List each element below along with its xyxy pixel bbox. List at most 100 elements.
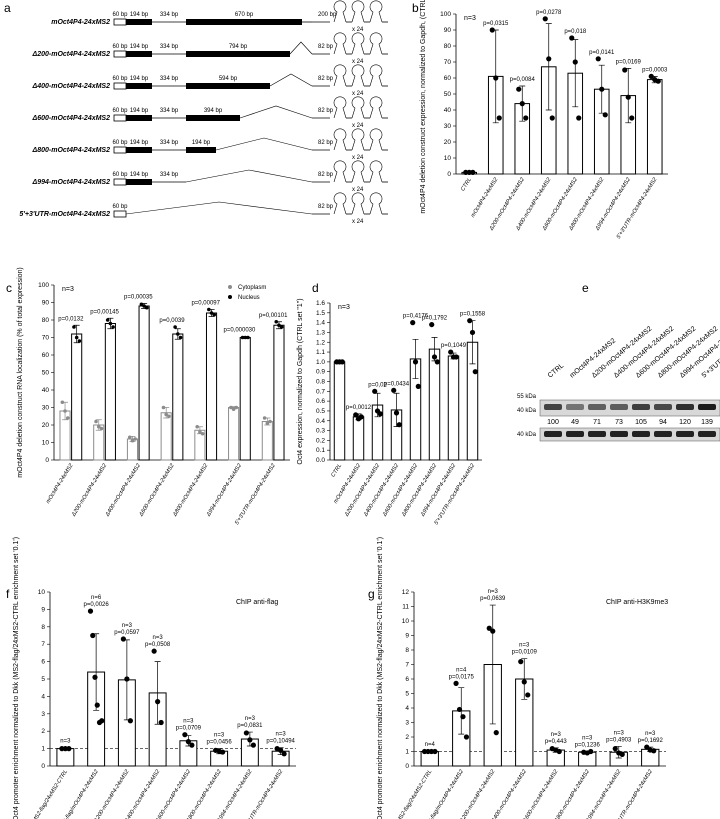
p-value: p=0,0831 bbox=[237, 723, 263, 729]
y-tick-label: 60 bbox=[444, 75, 452, 82]
data-point bbox=[629, 115, 635, 121]
legend-marker bbox=[228, 285, 232, 289]
data-point bbox=[60, 400, 65, 405]
x-tick-label: MS2-flag/24xMS2-CTRL bbox=[32, 769, 69, 819]
segment-label: 60 bp bbox=[112, 140, 128, 146]
segment-label: 82 bp bbox=[318, 44, 334, 50]
quant-label: 105 bbox=[635, 419, 647, 426]
splice-line bbox=[289, 41, 313, 55]
data-point bbox=[372, 388, 378, 394]
actin-band bbox=[610, 431, 628, 437]
segment-label: 82 bp bbox=[318, 172, 334, 178]
data-point bbox=[108, 321, 113, 326]
data-point bbox=[127, 718, 133, 724]
y-tick-label: 40 bbox=[444, 107, 452, 114]
construct-name: mOct4P4-24xMS2 bbox=[51, 19, 110, 26]
splice-line bbox=[185, 169, 313, 183]
exon-box bbox=[113, 210, 127, 218]
data-point bbox=[74, 335, 79, 340]
band bbox=[610, 404, 628, 410]
y-tick-label: 0 bbox=[447, 171, 451, 178]
segment-label: 194 bp bbox=[130, 76, 149, 82]
data-point bbox=[161, 405, 166, 410]
data-point bbox=[393, 410, 400, 416]
quant-label: 73 bbox=[615, 419, 623, 426]
y-tick-label: 0.3 bbox=[316, 428, 325, 435]
n-label: n=3 bbox=[488, 589, 499, 595]
segment-label: 194 bp bbox=[130, 44, 149, 50]
band bbox=[632, 404, 650, 410]
n-label: n=3 bbox=[645, 731, 656, 737]
data-point bbox=[358, 414, 364, 420]
bar bbox=[333, 361, 346, 461]
data-point bbox=[274, 319, 279, 324]
stem-loop bbox=[333, 192, 347, 215]
p-value: p=0,0508 bbox=[145, 642, 171, 648]
segment-label: 60 bp bbox=[112, 44, 128, 50]
y-tick-label: 4 bbox=[405, 705, 409, 712]
y-tick-label: 0.2 bbox=[316, 437, 325, 444]
data-point bbox=[209, 311, 214, 315]
repeat-label: x 24 bbox=[352, 123, 364, 129]
segment-label: 334 bp bbox=[160, 12, 179, 18]
segment-label: 60 bp bbox=[112, 204, 128, 210]
exon-block bbox=[186, 19, 302, 25]
band bbox=[698, 404, 716, 410]
segment-label: 594 bp bbox=[219, 76, 238, 82]
quant-label: 100 bbox=[547, 419, 559, 426]
exon-block bbox=[126, 19, 152, 25]
data-point bbox=[155, 699, 161, 705]
x-tick-label: MS2-flag/Δ400-mOct4P4-24xMS2 bbox=[478, 768, 528, 819]
band bbox=[544, 404, 562, 410]
x-tick-label: Δ200-mOct4P4-24xMS2 bbox=[71, 462, 109, 518]
data-point bbox=[431, 354, 438, 360]
stem-loop bbox=[333, 128, 347, 151]
data-point bbox=[240, 335, 245, 340]
data-point bbox=[415, 383, 421, 390]
exon-block bbox=[126, 83, 152, 89]
y-axis-label: Oct4 expression, normalized to Gapdh (CT… bbox=[297, 298, 304, 464]
band bbox=[566, 404, 584, 410]
segment-label: 334 bp bbox=[160, 172, 179, 178]
construct-name: Δ400-mOct4P4-24xMS2 bbox=[32, 83, 111, 90]
data-point bbox=[622, 67, 628, 73]
y-axis-label: mOct4P4 deletion construct RNA localizat… bbox=[17, 267, 24, 478]
lane-label: CTRL bbox=[547, 362, 566, 379]
data-point bbox=[94, 702, 100, 708]
x-tick-label: MS2-flag/Δ200-mOct4P4-24xMS2 bbox=[447, 768, 497, 819]
data-point bbox=[279, 325, 284, 329]
p-value: p=0,0039 bbox=[159, 318, 185, 324]
x-tick-label: MS2-flag/Δ600-mOct4P4-24xMS2 bbox=[510, 768, 560, 819]
data-point bbox=[144, 305, 149, 310]
segment-label: 60 bp bbox=[112, 172, 128, 178]
data-point bbox=[281, 751, 287, 757]
data-point bbox=[246, 335, 250, 340]
y-tick-label: 1 bbox=[405, 749, 409, 756]
segment-label: 60 bp bbox=[112, 12, 128, 18]
n-label: n=6 bbox=[91, 595, 102, 601]
y-tick-label: 9 bbox=[405, 633, 409, 640]
p-value: p=0,1049 bbox=[441, 343, 467, 349]
quant-label: 49 bbox=[571, 419, 579, 426]
p-value: p=0,0709 bbox=[176, 726, 202, 732]
data-point bbox=[277, 323, 281, 328]
actin-band bbox=[698, 431, 716, 437]
segment-label: 60 bp bbox=[112, 76, 128, 82]
segment-label: 82 bp bbox=[318, 140, 334, 146]
data-point bbox=[278, 747, 284, 753]
data-point bbox=[92, 674, 98, 680]
data-point bbox=[469, 329, 476, 336]
error-bar bbox=[521, 658, 528, 700]
x-tick-label: CTRL bbox=[460, 177, 473, 193]
chart-title: ChIP anti-flag bbox=[236, 599, 278, 606]
stem-loop bbox=[333, 64, 347, 87]
data-point bbox=[99, 718, 105, 724]
p-value: p=0,4176 bbox=[403, 314, 429, 320]
actin-band bbox=[632, 431, 650, 437]
x-tick-label: Δ200-mOct4P4-24xMS2 bbox=[343, 462, 381, 518]
stem-loop bbox=[369, 32, 383, 55]
data-point bbox=[229, 405, 233, 410]
y-tick-label: 80 bbox=[42, 317, 50, 324]
stem-loop bbox=[369, 160, 383, 183]
data-point bbox=[599, 86, 605, 92]
